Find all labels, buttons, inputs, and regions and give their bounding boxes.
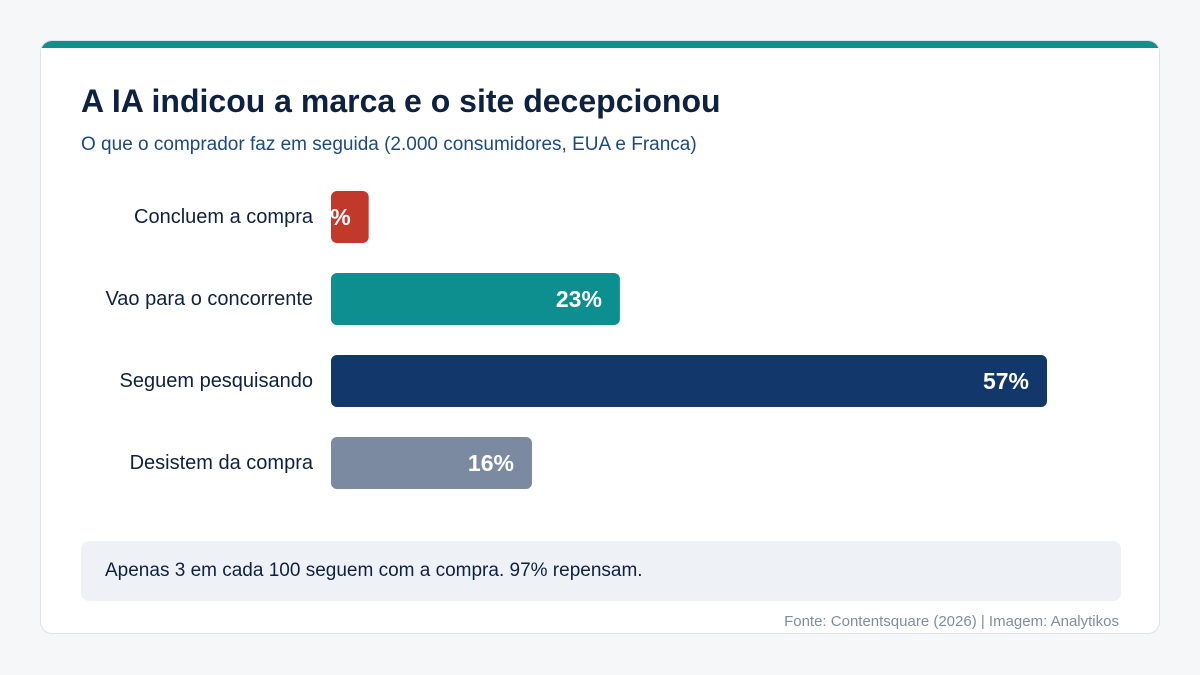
callout-box: Apenas 3 em cada 100 seguem com a compra…	[81, 541, 1121, 601]
category-label: Vao para o concorrente	[105, 288, 313, 310]
bar	[331, 355, 1047, 407]
value-label: 16%	[468, 450, 514, 476]
value-label: 3%	[317, 204, 350, 230]
category-label: Seguem pesquisando	[120, 370, 313, 392]
accent-bar	[41, 41, 1159, 48]
bar-chart: Concluem a compra 3% Vao para o concorrent…	[105, 191, 1047, 489]
callout-text: Apenas 3 em cada 100 seguem com a compra…	[105, 560, 643, 581]
chart-subtitle: O que o comprador faz em seguida (2.000 …	[81, 134, 697, 155]
value-label: 23%	[556, 286, 602, 312]
bar	[331, 437, 532, 489]
category-label: Concluem a compra	[134, 206, 314, 228]
bar	[331, 273, 620, 325]
source-credit: Fonte: Contentsquare (2026) | Imagem: An…	[784, 613, 1119, 630]
chart-card: A IA indicou a marca e o site decepciono…	[40, 40, 1160, 634]
value-label: 57%	[983, 368, 1029, 394]
bar	[331, 191, 369, 243]
category-label: Desistem da compra	[130, 452, 314, 474]
chart-title: A IA indicou a marca e o site decepciono…	[81, 83, 721, 119]
